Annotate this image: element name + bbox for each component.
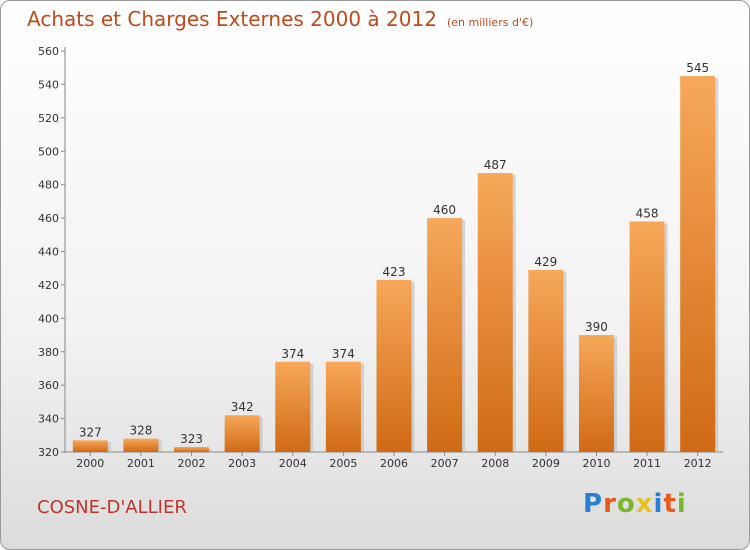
x-tick-label-2001: 2001: [127, 457, 155, 470]
bar-2011: [629, 221, 665, 452]
y-tick-label: 500: [38, 145, 59, 158]
data-label-2007: 460: [433, 203, 456, 217]
bar-2010: [578, 335, 614, 452]
data-label-2006: 423: [383, 265, 406, 279]
bar-2007: [427, 218, 463, 452]
data-label-2000: 327: [79, 425, 102, 439]
y-tick-label: 540: [38, 78, 59, 91]
bar-2005: [325, 361, 361, 452]
x-tick-label-2012: 2012: [684, 457, 712, 470]
bar-2003: [224, 415, 260, 452]
logo-letter: x: [635, 489, 654, 519]
data-label-2004: 374: [281, 347, 304, 361]
commune-name: COSNE-D'ALLIER: [37, 497, 187, 518]
logo-letter: o: [616, 489, 636, 519]
x-tick-label-2010: 2010: [582, 457, 610, 470]
logo-letter: i: [653, 489, 664, 519]
x-tick-label-2004: 2004: [279, 457, 307, 470]
logo-letter: i: [676, 489, 687, 519]
chart-subtitle: (en milliers d'€): [446, 16, 534, 29]
bar-2002: [174, 446, 210, 452]
y-tick-label: 340: [38, 413, 59, 426]
data-label-2012: 545: [686, 61, 709, 75]
y-tick-label: 380: [38, 346, 59, 359]
data-label-2003: 342: [231, 400, 254, 414]
bar-2004: [275, 361, 311, 452]
bar-2012: [680, 76, 716, 452]
bar-2009: [528, 269, 564, 452]
x-tick-label-2008: 2008: [481, 457, 509, 470]
chart-title: Achats et Charges Externes 2000 à 2012 (e…: [27, 7, 533, 31]
x-tick-label-2002: 2002: [178, 457, 206, 470]
x-tick-label-2000: 2000: [76, 457, 104, 470]
logo-letter: r: [603, 489, 617, 519]
proxiti-logo: Proxiti: [583, 489, 687, 519]
logo-letter: t: [663, 489, 677, 519]
y-tick-label: 460: [38, 212, 59, 225]
y-tick-label: 320: [38, 446, 59, 459]
bar-2008: [477, 172, 513, 453]
x-tick-label-2006: 2006: [380, 457, 408, 470]
bar-2001: [123, 438, 159, 452]
y-tick-label: 560: [38, 45, 59, 58]
data-label-2011: 458: [636, 206, 659, 220]
y-tick-label: 360: [38, 379, 59, 392]
x-tick-label-2007: 2007: [431, 457, 459, 470]
x-tick-label-2009: 2009: [532, 457, 560, 470]
y-tick-label: 480: [38, 179, 59, 192]
y-tick-label: 400: [38, 312, 59, 325]
data-label-2002: 323: [180, 432, 203, 446]
chart-title-text: Achats et Charges Externes 2000 à 2012: [27, 7, 437, 31]
y-tick-label: 440: [38, 246, 59, 259]
x-tick-label-2005: 2005: [329, 457, 357, 470]
x-tick-label-2011: 2011: [633, 457, 661, 470]
data-label-2008: 487: [484, 158, 507, 172]
data-label-2009: 429: [534, 255, 557, 269]
y-tick-label: 420: [38, 279, 59, 292]
logo-letter: P: [583, 489, 604, 519]
data-label-2010: 390: [585, 320, 608, 334]
y-tick-label: 520: [38, 112, 59, 125]
bar-2006: [376, 279, 412, 452]
x-tick-label-2003: 2003: [228, 457, 256, 470]
data-label-2001: 328: [129, 424, 152, 438]
data-label-2005: 374: [332, 347, 355, 361]
bar-2000: [72, 440, 108, 452]
